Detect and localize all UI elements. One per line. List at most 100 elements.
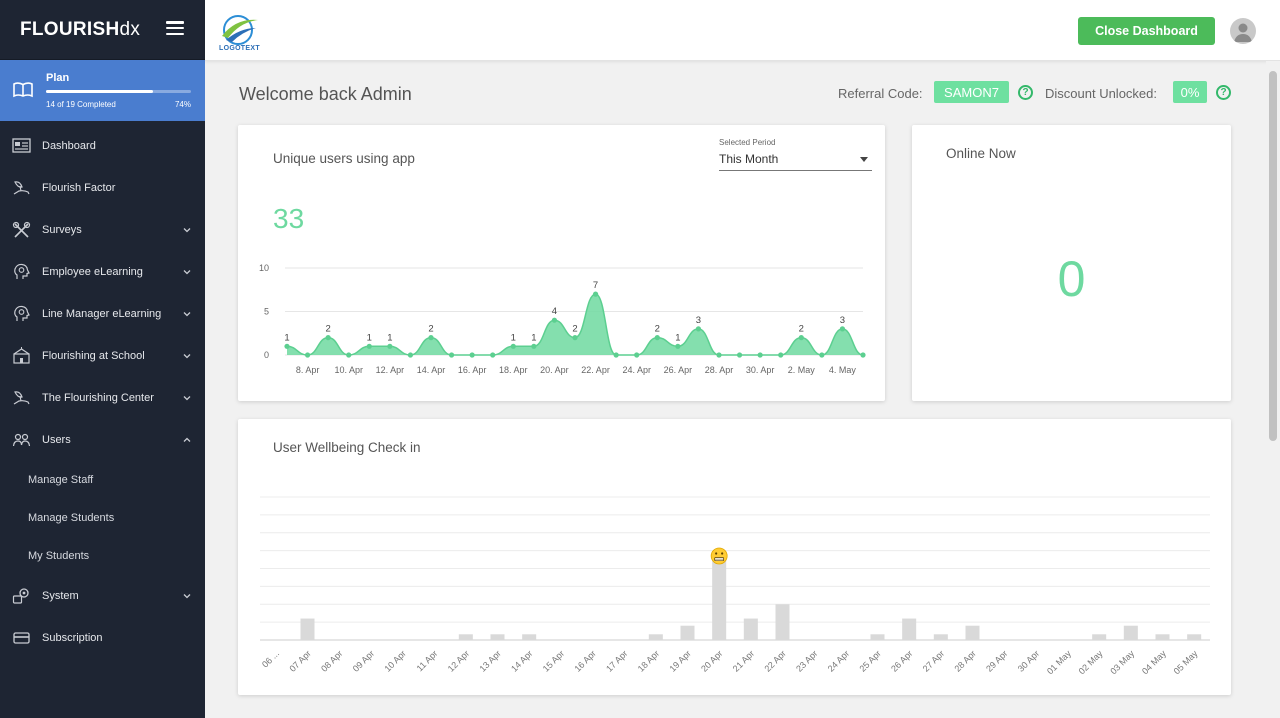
x-tick-label: 28 Apr (952, 648, 977, 673)
discount-badge: 0% (1173, 81, 1207, 103)
dashboard-icon (12, 138, 31, 153)
sidebar-item-label: Dashboard (42, 140, 96, 152)
x-tick-label: 01 May (1045, 648, 1073, 676)
chevron-down-icon (183, 437, 191, 442)
data-point (551, 317, 558, 323)
bar (522, 634, 537, 640)
x-tick-label: 8. Apr (296, 365, 320, 375)
period-label: Selected Period (719, 138, 776, 147)
leaf-hand-icon (13, 391, 30, 405)
sidebar-subitem-manage-staff[interactable]: Manage Staff (28, 474, 94, 486)
x-tick-label: 08 Apr (319, 648, 344, 673)
x-tick-label: 24 Apr (826, 648, 851, 673)
discount-help-icon[interactable]: ? (1216, 85, 1231, 100)
x-tick-label: 10. Apr (334, 365, 363, 375)
period-value: This Month (719, 152, 779, 166)
bar (1155, 634, 1170, 640)
data-point (510, 343, 516, 349)
x-tick-label: 18. Apr (499, 365, 528, 375)
unique-users-total: 33 (273, 203, 305, 234)
hamburger-menu-icon[interactable] (166, 21, 184, 35)
wellbeing-chart: 06 ... 07 Apr 08 Apr 09 Apr 10 Apr 11 Apr 12 A… (260, 496, 1210, 676)
scrollbar-thumb[interactable] (1269, 71, 1277, 441)
y-tick-label: 5 (264, 307, 269, 317)
data-label: 1 (531, 332, 536, 343)
dropdown-arrow-icon (860, 157, 868, 162)
bar (743, 618, 758, 640)
user-silhouette-icon (1234, 23, 1252, 42)
data-point (531, 343, 537, 349)
logo-text: LOGOTEXT (219, 45, 260, 52)
x-tick-label: 17 Apr (604, 648, 629, 673)
sidebar-item-line-manager-elearning[interactable]: Line Manager eLearning (0, 293, 205, 335)
x-tick-label: 12 Apr (446, 648, 471, 673)
wellbeing-title: User Wellbeing Check in (273, 440, 421, 455)
data-point (469, 352, 475, 358)
data-point (613, 352, 619, 358)
bar (490, 634, 505, 640)
sidebar-item-dashboard[interactable]: Dashboard (0, 125, 205, 167)
bar (775, 604, 790, 640)
data-point (428, 335, 434, 341)
chevron-down-icon (183, 228, 191, 233)
data-point (675, 343, 681, 349)
sidebar-item-label: Subscription (42, 632, 103, 644)
sidebar-item-employee-elearning[interactable]: Employee eLearning (0, 251, 205, 293)
sidebar-item-system[interactable]: System (0, 575, 205, 617)
data-point (366, 343, 372, 349)
x-tick-label: 28. Apr (705, 365, 734, 375)
data-point (572, 335, 578, 341)
data-point (798, 335, 804, 341)
x-tick-label: 2. May (788, 365, 816, 375)
online-now-title: Online Now (946, 146, 1016, 161)
data-label: 1 (511, 332, 516, 343)
referral-help-icon[interactable]: ? (1018, 85, 1033, 100)
period-select[interactable]: This Month (719, 152, 872, 171)
data-label: 2 (325, 324, 330, 335)
plan-subtitle: 14 of 19 Completed (46, 100, 116, 109)
page-scrollbar[interactable] (1266, 61, 1280, 718)
brand[interactable]: FLOURISHdx (0, 0, 205, 60)
sidebar-item-label: Employee eLearning (42, 266, 143, 278)
x-tick-label: 03 May (1108, 648, 1136, 676)
head-bulb-icon (14, 263, 30, 279)
sidebar-subitem-my-students[interactable]: My Students (28, 550, 90, 562)
head-bulb-icon (14, 305, 30, 321)
x-tick-label: 26 Apr (889, 648, 914, 673)
plan-progress-panel[interactable]: Plan 14 of 19 Completed 74% (0, 60, 205, 121)
data-label: 3 (696, 315, 701, 326)
data-point (757, 352, 763, 358)
sidebar-item-flourishing-at-school[interactable]: Flourishing at School (0, 335, 205, 377)
x-tick-label: 20 Apr (699, 648, 724, 673)
data-label: 1 (367, 332, 372, 343)
data-point (407, 352, 414, 358)
grimace-emoji-icon (710, 547, 728, 565)
sidebar: FLOURISHdx Plan 14 of 19 Completed 74% D… (0, 0, 205, 718)
close-dashboard-button[interactable]: Close Dashboard (1078, 17, 1215, 45)
sidebar-item-label: Users (42, 434, 71, 446)
top-bar: LOGOTEXT Close Dashboard (205, 0, 1280, 61)
avatar[interactable] (1230, 18, 1256, 44)
data-point (634, 352, 640, 358)
x-tick-label: 06 ... (260, 648, 281, 669)
leaf-hand-icon (13, 181, 30, 195)
brand-logo: FLOURISHdx (20, 18, 141, 40)
x-tick-label: 30. Apr (746, 365, 775, 375)
sidebar-item-flourishing-center[interactable]: The Flourishing Center (0, 377, 205, 419)
unique-users-card: Unique users using app Selected Period T… (238, 125, 885, 401)
school-icon (13, 347, 30, 364)
sidebar-item-surveys[interactable]: Surveys (0, 209, 205, 251)
data-point (387, 343, 393, 349)
x-tick-label: 20. Apr (540, 365, 569, 375)
referral-label: Referral Code: (838, 86, 923, 101)
sidebar-item-flourish-factor[interactable]: Flourish Factor (0, 167, 205, 209)
chevron-down-icon (183, 396, 191, 401)
sidebar-item-users[interactable]: Users (0, 419, 205, 461)
x-tick-label: 22 Apr (762, 648, 787, 673)
x-tick-label: 4. May (829, 365, 857, 375)
x-tick-label: 24. Apr (622, 365, 651, 375)
sidebar-subitem-manage-students[interactable]: Manage Students (28, 512, 115, 524)
system-icon (12, 588, 29, 604)
sidebar-item-subscription[interactable]: Subscription (0, 617, 205, 659)
referral-code-badge[interactable]: SAMON7 (934, 81, 1009, 103)
